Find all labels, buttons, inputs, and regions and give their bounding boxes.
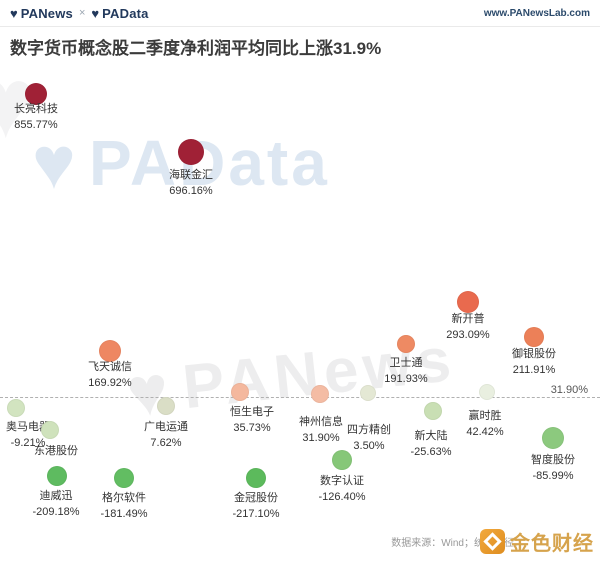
point-name: 东港股份 <box>34 445 78 457</box>
site-url: www.PANewsLab.com <box>483 7 590 19</box>
point-label: 智度股份 -85.99% <box>531 452 575 484</box>
point-name: 迪威迅 <box>39 490 73 502</box>
point-label: 格尔软件 -181.49% <box>100 490 147 522</box>
point-label: 广电运通 7.62% <box>144 419 188 451</box>
point-value: -181.49% <box>100 508 148 520</box>
bubble <box>397 335 415 353</box>
panews-heart-icon: ♥ <box>10 5 18 21</box>
bubble <box>311 385 329 403</box>
bubble <box>7 399 25 417</box>
bubble <box>157 397 175 415</box>
data-source-note: 数据来源：Wind；统计口径： <box>391 538 524 549</box>
bubble <box>424 402 442 420</box>
bubble <box>25 83 47 105</box>
bubble <box>479 384 495 400</box>
point-value: 3.50% <box>353 440 385 452</box>
heart-icon: ♥ <box>32 121 79 204</box>
point-value: 293.09% <box>446 329 490 341</box>
point-value: 7.62% <box>150 437 182 449</box>
point-label: 恒生电子 35.73% <box>230 404 274 436</box>
point-label: 飞天诚信 169.92% <box>88 359 132 391</box>
point-value: -217.10% <box>232 508 280 520</box>
bubble <box>360 385 376 401</box>
point-name: 广电运通 <box>144 421 188 433</box>
padata-heart-icon: ♥ <box>91 5 100 21</box>
bubble <box>457 291 479 313</box>
point-name: 海联金汇 <box>169 169 213 181</box>
point-label: 东港股份 <box>34 443 78 459</box>
point-label: 御银股份 211.91% <box>512 346 556 378</box>
bubble <box>332 450 352 470</box>
point-name: 飞天诚信 <box>88 361 132 373</box>
bubble <box>246 468 266 488</box>
point-value: 855.77% <box>14 119 58 131</box>
point-label: 长亮科技 855.77% <box>14 101 58 133</box>
point-name: 智度股份 <box>531 454 575 466</box>
point-label: 海联金汇 696.16% <box>169 167 213 199</box>
point-name: 神州信息 <box>299 416 343 428</box>
average-line-label: 31.90% <box>550 384 588 396</box>
bubble <box>41 421 59 439</box>
point-label: 金冠股份 -217.10% <box>232 490 279 522</box>
point-label: 迪威迅 -209.18% <box>32 488 79 520</box>
panews-wordmark: PANews <box>20 5 73 21</box>
bubble <box>47 466 67 486</box>
point-name: 御银股份 <box>512 348 556 360</box>
padata-wordmark: PAData <box>102 5 149 21</box>
brand-logos: ♥ PANews × ♥ PAData <box>10 6 149 21</box>
point-name: 数字认证 <box>320 475 364 487</box>
point-value: 35.73% <box>233 422 271 434</box>
point-name: 卫士通 <box>389 357 423 369</box>
point-name: 格尔软件 <box>102 492 146 504</box>
point-name: 赢时胜 <box>468 410 502 422</box>
point-value: 169.92% <box>88 377 132 389</box>
point-label: 四方精创 3.50% <box>347 422 391 454</box>
point-value: -209.18% <box>32 506 80 518</box>
brand-separator: × <box>78 7 86 19</box>
point-name: 新大陆 <box>414 430 448 442</box>
point-value: 191.93% <box>384 373 428 385</box>
padata-watermark-text: PAData <box>88 126 330 199</box>
jinse-finance-logo: 金色财经 <box>480 527 594 556</box>
point-label: 数字认证 -126.40% <box>318 473 365 505</box>
point-label: 新大陆 -25.63% <box>411 428 452 460</box>
point-value: -25.63% <box>410 446 452 458</box>
point-value: -85.99% <box>532 470 574 482</box>
padata-watermark: ♥ PAData <box>32 120 330 205</box>
point-label: 新开普 293.09% <box>446 311 489 343</box>
bubble <box>114 468 134 488</box>
point-value: 211.91% <box>512 364 556 376</box>
point-value: 42.42% <box>466 426 504 438</box>
header-bar: ♥ PANews × ♥ PAData www.PANewsLab.com <box>0 0 600 27</box>
point-name: 金冠股份 <box>234 492 278 504</box>
point-value: -9.21% <box>10 437 46 449</box>
bubble <box>524 327 544 347</box>
bubble <box>99 340 121 362</box>
bubble <box>178 139 204 165</box>
point-name: 恒生电子 <box>230 406 274 418</box>
bubble <box>542 427 564 449</box>
jinse-finance-wordmark: 金色财经 <box>510 533 594 555</box>
chart-title: 数字货币概念股二季度净利润平均同比上涨31.9% <box>10 39 382 58</box>
jinse-finance-icon <box>480 529 505 554</box>
point-label: 神州信息 31.90% <box>299 414 343 446</box>
point-value: -126.40% <box>318 491 366 503</box>
point-name: 长亮科技 <box>14 103 58 115</box>
point-name: 四方精创 <box>347 424 391 436</box>
point-name: 新开普 <box>451 313 485 325</box>
point-label: 赢时胜 42.42% <box>466 408 503 440</box>
point-value: 31.90% <box>302 432 340 444</box>
point-name: 奥马电器 <box>6 421 50 433</box>
point-label: 奥马电器 -9.21% <box>6 419 50 451</box>
bubble <box>231 383 249 401</box>
point-label: 卫士通 191.93% <box>384 355 427 387</box>
point-value: 696.16% <box>169 185 213 197</box>
average-dashed-line <box>0 397 600 398</box>
